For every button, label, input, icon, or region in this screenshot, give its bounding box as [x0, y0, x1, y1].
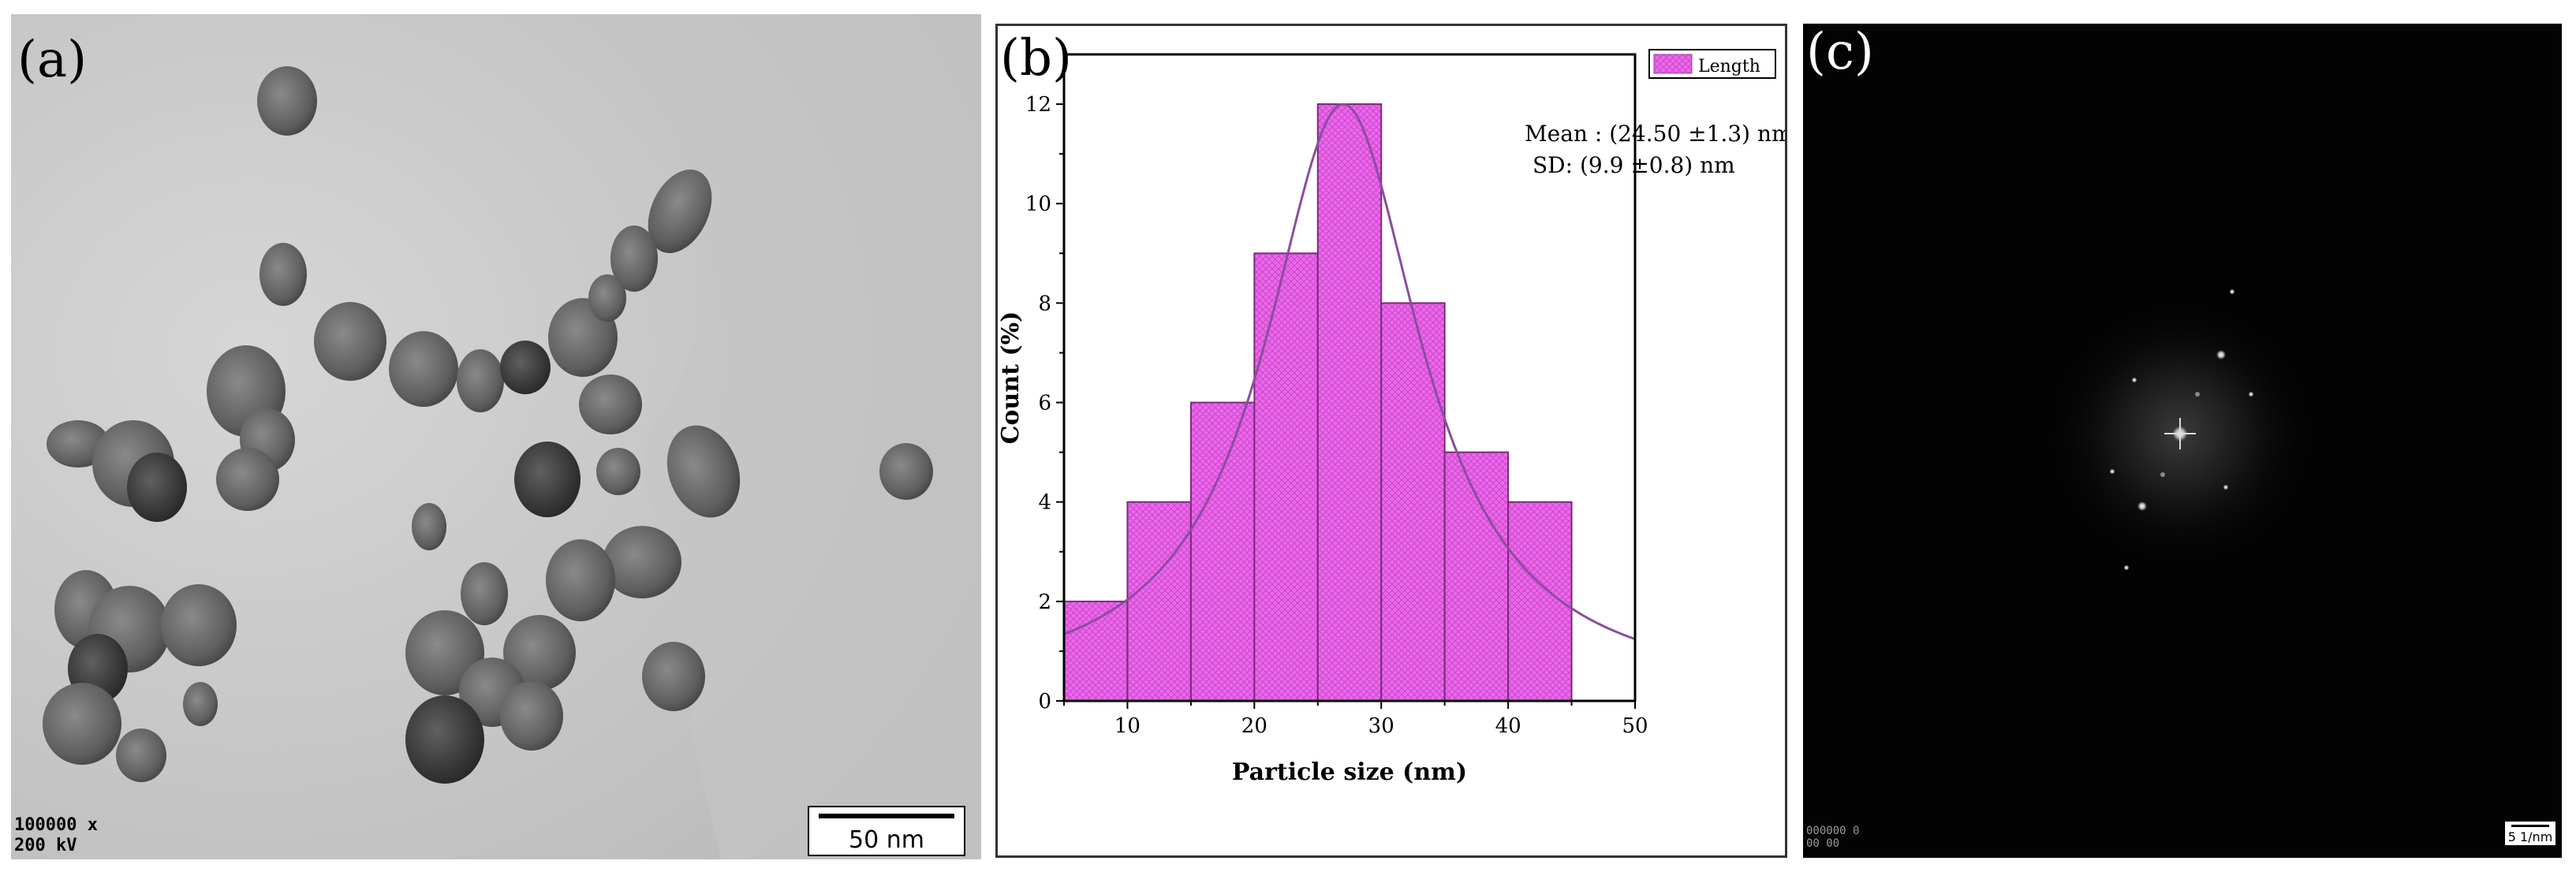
y-axis-label: Count (%)	[998, 311, 1025, 445]
sd-annotation: SD: (9.9 ±0.8) nm	[1533, 152, 1735, 178]
x-axis-label: Particle size (nm)	[1232, 758, 1467, 786]
histogram-bar	[1380, 302, 1446, 702]
x-tick-label: 30	[1368, 714, 1394, 738]
x-tick-label: 50	[1622, 714, 1648, 738]
histogram-bars	[1063, 103, 1573, 702]
histogram-bar	[1443, 451, 1510, 702]
plot-frame	[1062, 53, 1637, 702]
legend-label: Length	[1698, 57, 1760, 76]
y-tick-label: 2	[1038, 591, 1051, 614]
panel-label-c: (c)	[1806, 23, 1874, 81]
fit-curve	[1063, 102, 1636, 640]
diffraction-pattern	[2046, 289, 2314, 571]
detector-info-line1: 000000 0	[1806, 825, 1860, 837]
x-tick-label: 10	[1114, 714, 1141, 738]
tem-scale-bar-label: 50 nm	[849, 826, 924, 854]
histogram-chart: 0 2 4 6 8 10 12 10 20 30 40 50 Count (%) Particle …	[997, 49, 1793, 786]
x-tick-label: 40	[1495, 714, 1521, 738]
histogram-panel: 0 2 4 6 8 10 12 10 20 30 40 50 Count (%) Particle …	[995, 24, 1793, 858]
histogram-bar	[1316, 103, 1383, 702]
diffraction-scale-bar-label: 5 1/nm	[2507, 829, 2553, 844]
y-tick-label: 10	[1025, 192, 1051, 216]
y-tick-label: 12	[1025, 93, 1051, 117]
diffraction-scale-bar-box: 5 1/nm	[2503, 820, 2557, 847]
tem-micrograph	[11, 14, 981, 859]
histogram-bar	[1189, 401, 1256, 702]
diffraction-spots	[2109, 289, 2254, 571]
y-tick-label: 8	[1038, 292, 1051, 315]
x-tick-label: 20	[1241, 714, 1267, 738]
tem-image-panel	[11, 14, 981, 859]
detector-info: 000000 0 00 00	[1806, 825, 1859, 850]
y-tick-label: 6	[1038, 392, 1051, 416]
legend: Length	[1648, 49, 1776, 79]
tem-magnification: 100000 x	[14, 815, 98, 835]
diffraction-scale-bar	[2511, 825, 2549, 827]
nanoparticles	[43, 66, 933, 784]
panel-label-a: (a)	[17, 31, 88, 89]
tem-voltage: 200 kV	[14, 836, 77, 855]
histogram-bar	[1253, 252, 1319, 702]
y-tick-label: 0	[1038, 690, 1051, 714]
tem-scale-bar-box: 50 nm	[808, 806, 965, 856]
mean-annotation: Mean : (24.50 ±1.3) nm	[1525, 121, 1785, 147]
detector-info-line2: 00 00	[1806, 837, 1840, 850]
legend-swatch	[1653, 54, 1693, 74]
y-axis: 0 2 4 6 8 10 12	[1025, 93, 1064, 714]
histogram-bar	[1126, 501, 1192, 702]
tem-scale-bar	[819, 814, 954, 818]
panel-label-b: (b)	[1000, 29, 1072, 88]
histogram-bar	[1063, 600, 1129, 702]
y-tick-label: 4	[1038, 491, 1051, 515]
diffraction-panel: 000000 0 00 00 5 1/nm	[1803, 24, 2562, 858]
x-axis: 10 20 30 40 50	[1063, 701, 1648, 738]
